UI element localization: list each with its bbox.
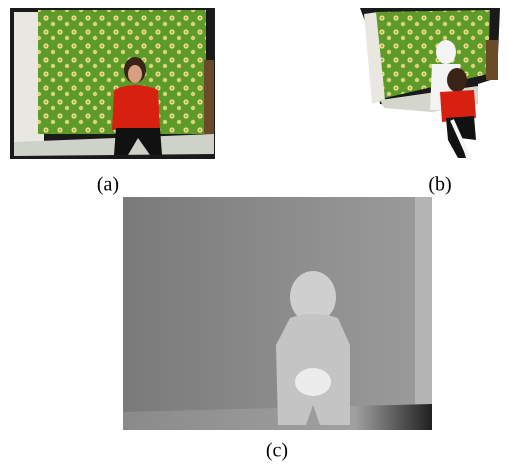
depth-floor (123, 404, 432, 430)
depth-wall (415, 197, 432, 412)
image-a (10, 8, 215, 159)
legs (114, 128, 162, 155)
streak (450, 119, 472, 161)
image-c (123, 197, 432, 430)
panel-label: (c) (266, 440, 288, 462)
face (128, 65, 142, 83)
panel-label: (a) (97, 174, 119, 196)
depth-hands (295, 368, 331, 396)
shelf (486, 40, 498, 80)
panel-label: (b) (428, 174, 451, 196)
image-b (360, 8, 500, 161)
head (447, 68, 467, 92)
torso (440, 90, 476, 122)
ghost-head (436, 40, 456, 64)
shelf (204, 60, 214, 135)
depth-head (290, 271, 336, 323)
floor (14, 134, 214, 156)
torso (112, 85, 160, 130)
